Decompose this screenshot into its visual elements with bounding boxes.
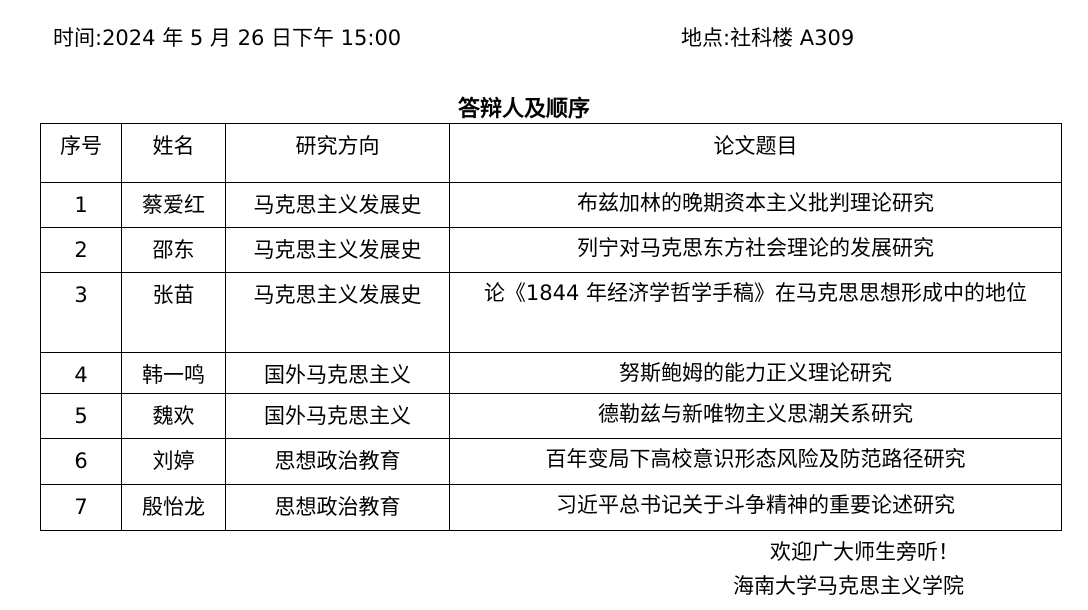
thesis-title-cell: 努斯鲍姆的能力正义理论研究 — [449, 352, 1062, 394]
table-row: 2 邵东 马克思主义发展史 列宁对马克思东方社会理论的发展研究 — [40, 227, 1062, 273]
name-cell: 刘婷 — [121, 438, 226, 485]
table-row: 5 魏欢 国外马克思主义 德勒兹与新唯物主义思潮关系研究 — [40, 393, 1062, 439]
order-cell: 2 — [40, 227, 122, 273]
name-cell: 蔡爱红 — [121, 182, 226, 228]
thesis-title-cell: 布兹加林的晚期资本主义批判理论研究 — [449, 182, 1062, 228]
column-header: 研究方向 — [225, 123, 450, 183]
table-header-row: 序号 姓名 研究方向 论文题目 — [40, 123, 1062, 183]
direction-cell: 马克思主义发展史 — [225, 227, 450, 273]
order-cell: 7 — [40, 484, 122, 531]
column-header: 论文题目 — [449, 123, 1062, 183]
name-cell: 邵东 — [121, 227, 226, 273]
name-cell: 张苗 — [121, 272, 226, 353]
school-name: 海南大学马克思主义学院 — [733, 574, 964, 598]
thesis-title-cell: 百年变局下高校意识形态风险及防范路径研究 — [449, 438, 1062, 485]
thesis-title-cell: 论《1844 年经济学哲学手稿》在马克思思想形成中的地位 — [449, 272, 1062, 353]
table-row: 4 韩一鸣 国外马克思主义 努斯鲍姆的能力正义理论研究 — [40, 352, 1062, 394]
name-cell: 魏欢 — [121, 393, 226, 439]
thesis-title-cell: 德勒兹与新唯物主义思潮关系研究 — [449, 393, 1062, 439]
table-row: 1 蔡爱红 马克思主义发展史 布兹加林的晚期资本主义批判理论研究 — [40, 182, 1062, 228]
welcome-note: 欢迎广大师生旁听！ — [770, 540, 959, 564]
defense-time: 时间:2024 年 5 月 26 日下午 15:00 — [53, 26, 402, 50]
direction-cell: 国外马克思主义 — [225, 393, 450, 439]
table-row: 3 张苗 马克思主义发展史 论《1844 年经济学哲学手稿》在马克思思想形成中的地位 — [40, 272, 1062, 353]
order-cell: 1 — [40, 182, 122, 228]
order-cell: 3 — [40, 272, 122, 353]
order-cell: 4 — [40, 352, 122, 394]
direction-cell: 思想政治教育 — [225, 438, 450, 485]
table-row: 6 刘婷 思想政治教育 百年变局下高校意识形态风险及防范路径研究 — [40, 438, 1062, 485]
direction-cell: 思想政治教育 — [225, 484, 450, 531]
order-cell: 5 — [40, 393, 122, 439]
direction-cell: 马克思主义发展史 — [225, 182, 450, 228]
direction-cell: 马克思主义发展史 — [225, 272, 450, 353]
defense-location: 地点:社科楼 A309 — [681, 26, 855, 50]
name-cell: 殷怡龙 — [121, 484, 226, 531]
schedule-table: 序号 姓名 研究方向 论文题目 1 蔡爱红 马克思主义发展史 布兹加林的晚期资本主义批… — [40, 123, 1062, 531]
direction-cell: 国外马克思主义 — [225, 352, 450, 394]
table-row: 7 殷怡龙 思想政治教育 习近平总书记关于斗争精神的重要论述研究 — [40, 484, 1062, 531]
thesis-title-cell: 习近平总书记关于斗争精神的重要论述研究 — [449, 484, 1062, 531]
order-cell: 6 — [40, 438, 122, 485]
thesis-title-cell: 列宁对马克思东方社会理论的发展研究 — [449, 227, 1062, 273]
page-title: 答辩人及顺序 — [457, 97, 590, 122]
column-header: 姓名 — [121, 123, 226, 183]
column-header: 序号 — [40, 123, 122, 183]
name-cell: 韩一鸣 — [121, 352, 226, 394]
